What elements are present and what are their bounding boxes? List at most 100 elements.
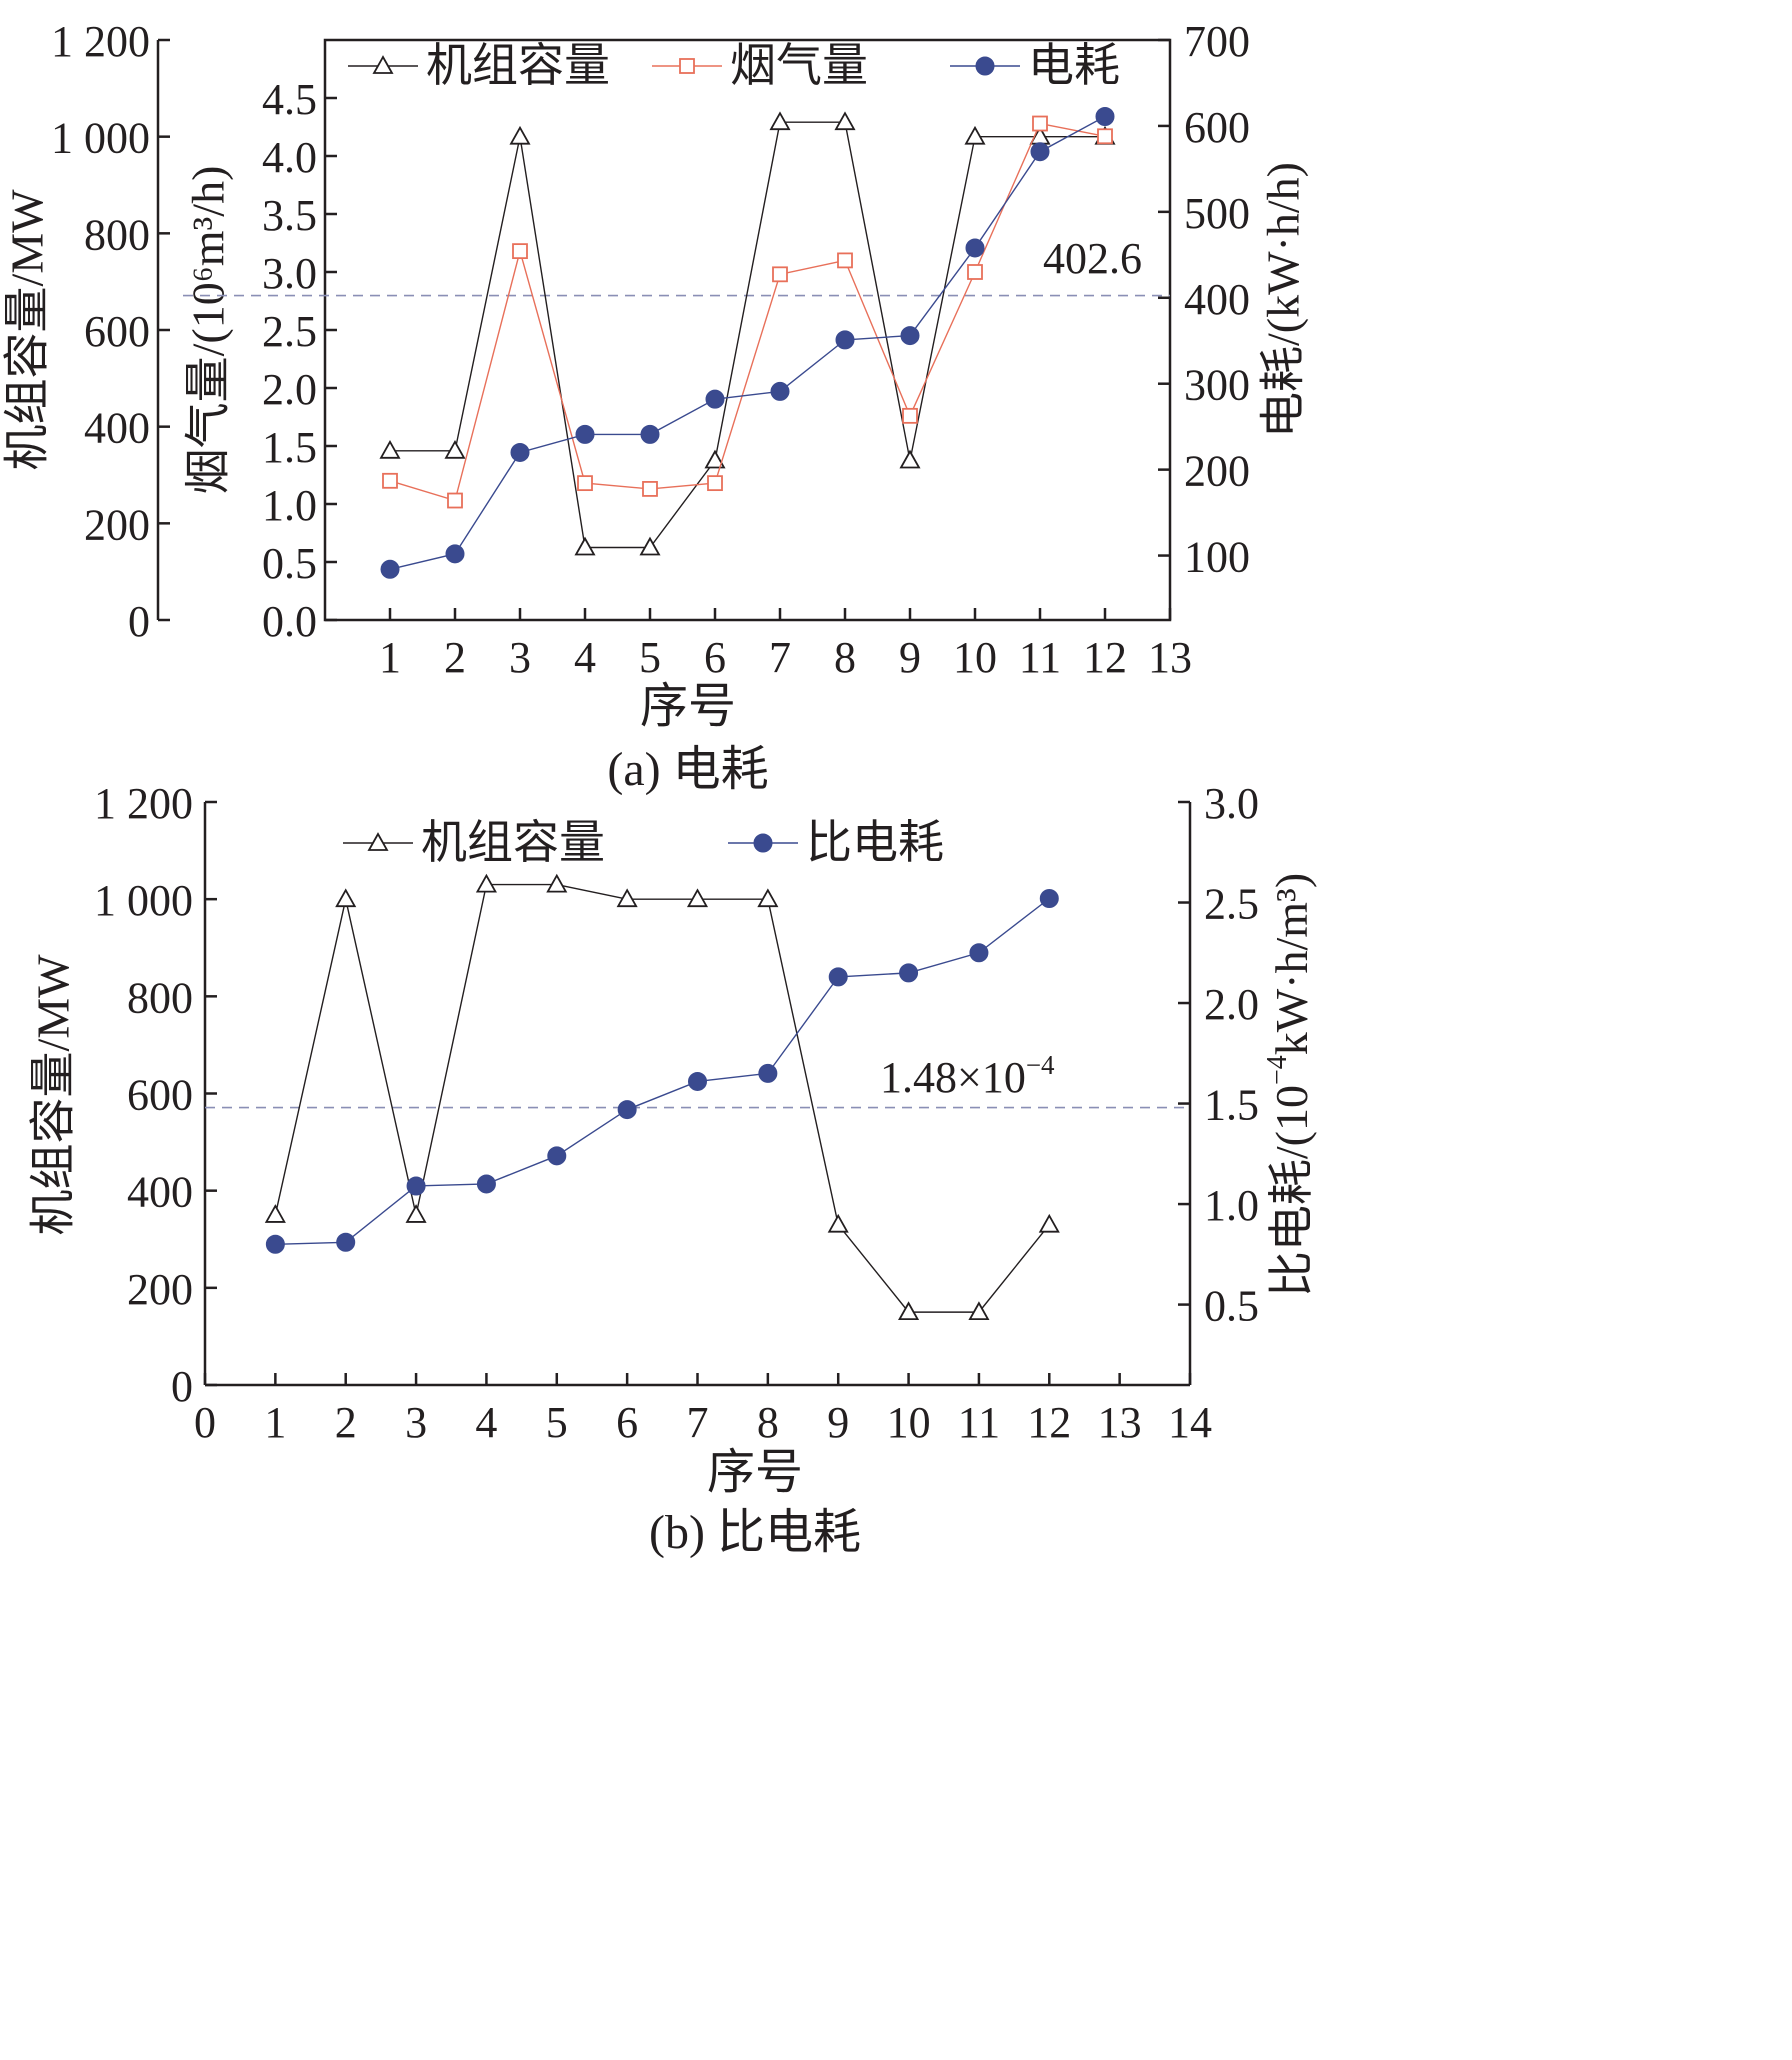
chart-b-x-tick-label-5: 5 (546, 1398, 568, 1447)
chart-a-x-tick-label-3: 4 (574, 633, 596, 682)
chart-b-capacity-tick-label-6: 1 200 (94, 779, 193, 828)
chart-b-series-0-point-4 (475, 873, 497, 893)
chart-a-caption: (a) 电耗 (607, 743, 768, 796)
chart-a-legend-swatch-marker-1 (679, 58, 695, 74)
chart-b-x-tick-label-12: 12 (1027, 1398, 1071, 1447)
chart-a-series-2-point-8 (835, 330, 855, 350)
chart-b-series-0-point-10 (898, 1301, 920, 1321)
chart-b-capacity-axis-title: 机组容量/MW (28, 954, 79, 1236)
chart-a-series-2-point-12 (1095, 106, 1115, 126)
chart-a-legend-swatch-marker-0 (372, 55, 394, 74)
chart-b-legend-label-0: 机组容量 (421, 817, 605, 868)
chart-a-legend-swatch-marker-2 (975, 56, 995, 76)
chart-a-capacity-tick-label-3: 600 (84, 307, 150, 356)
chart-a-series-2-point-6 (705, 389, 725, 409)
chart-b-specific-tick-label-1: 1.0 (1204, 1181, 1259, 1230)
chart-a-capacity-axis-title: 机组容量/MW (2, 189, 53, 471)
chart-b-x-tick-label-0: 0 (194, 1398, 216, 1447)
chart-a-power-tick-label-5: 600 (1184, 103, 1250, 152)
chart-b-series-line-1 (275, 897, 1050, 1245)
chart-b-series-0-point-1 (264, 1204, 286, 1223)
chart-a-capacity-tick-label-0: 0 (128, 597, 150, 646)
chart-b-x-tick-label-4: 4 (475, 1398, 497, 1447)
chart-b-series-0-point-5 (546, 873, 568, 893)
chart-b-x-axis-title: 序号 (707, 1446, 803, 1499)
chart-a-reference-label: 402.6 (1043, 234, 1142, 283)
chart-a-series-0-point-6 (704, 449, 726, 469)
chart-b-legend-label-1: 比电耗 (806, 817, 944, 868)
chart-b-x-tick-label-13: 13 (1098, 1398, 1142, 1447)
chart-a-power-tick-label-1: 200 (1184, 447, 1250, 496)
chart-b-capacity-tick-label-4: 800 (127, 973, 193, 1022)
chart-b-series-1-point-3 (406, 1176, 426, 1196)
chart-a-x-tick-label-12: 13 (1148, 633, 1192, 682)
chart-a-series-1-point-12 (1097, 128, 1113, 145)
chart-b-capacity-tick-label-0: 0 (171, 1362, 193, 1411)
chart-b-legend-swatch-marker-1 (753, 833, 773, 853)
chart-b-x-tick-label-11: 11 (958, 1398, 1000, 1447)
chart-b-series-0-point-12 (1038, 1213, 1060, 1233)
chart-b-x-tick-label-10: 10 (887, 1398, 931, 1447)
chart-b-capacity-tick-label-1: 200 (127, 1265, 193, 1314)
chart-a-flue-tick-label-0: 0.0 (262, 597, 317, 646)
chart-b-series-0-point-9 (827, 1213, 849, 1233)
chart-a-series-1-point-3 (512, 243, 528, 260)
chart-a-power-tick-label-3: 400 (1184, 275, 1250, 324)
chart-b-reference-label-exponent: −4 (1026, 1050, 1055, 1080)
chart-b-specific-tick-label-5: 3.0 (1204, 779, 1259, 828)
chart-a-series-2-point-3 (510, 442, 530, 462)
chart-a-series-1-point-6 (707, 475, 723, 492)
chart-a-series-1-point-9 (902, 407, 918, 424)
chart-a-series-1-point-10 (967, 264, 983, 280)
chart-a-series-1-point-5 (642, 481, 658, 497)
chart-a-flue-tick-label-7: 3.5 (262, 191, 317, 240)
chart-a-series-2-point-7 (770, 381, 790, 401)
chart-b-series-line-0 (274, 883, 1050, 1313)
chart-a-power-axis-title: 电耗/(kW·h/h) (1258, 162, 1309, 438)
chart-a-power-tick-label-2: 300 (1184, 361, 1250, 410)
chart-a-legend-label-2: 电耗 (1028, 40, 1120, 91)
chart-a-x-tick-label-10: 11 (1019, 633, 1061, 682)
chart-a-series-2-point-4 (575, 424, 595, 444)
chart-a-series-0-point-10 (964, 125, 986, 145)
chart-b-x-tick-label-6: 6 (616, 1398, 638, 1447)
chart-a-capacity-tick-label-2: 400 (84, 404, 150, 453)
chart-b-reference-label-base: 1.48×10 (880, 1053, 1026, 1102)
chart-a-x-axis-title: 序号 (640, 680, 736, 733)
chart-b-series-1-point-9 (828, 967, 848, 987)
chart-b-series-1-point-1 (265, 1234, 285, 1254)
chart-b-reference-label: 1.48×10−4 (880, 1050, 1055, 1102)
chart-b-series-1-point-4 (476, 1174, 496, 1194)
chart-a-series-2-point-9 (900, 326, 920, 346)
chart-a-capacity-tick-label-1: 200 (84, 500, 150, 549)
chart-b-specific-axis-title: 比电耗/(10−4kW·h/m³) (1262, 873, 1316, 1297)
chart-a-series-0-point-9 (899, 449, 921, 469)
chart-a-capacity-tick-label-4: 800 (84, 210, 150, 259)
chart-a-x-tick-label-7: 8 (834, 633, 856, 682)
chart-a-series-1-point-8 (837, 252, 853, 269)
chart-b-series-1-point-5 (547, 1146, 567, 1166)
chart-a-series-2-point-10 (965, 238, 985, 258)
chart-a-series-line-2 (389, 115, 1106, 570)
chart-b-series-0-point-6 (616, 888, 638, 908)
chart-a-x-tick-label-4: 5 (639, 633, 661, 682)
chart-a-capacity-tick-label-6: 1 200 (51, 17, 150, 66)
chart-a-flue-tick-label-5: 2.5 (262, 307, 317, 356)
chart-a-series-0-point-8 (834, 111, 856, 131)
chart-a-series-2-point-5 (640, 424, 660, 444)
chart-b-x-tick-label-8: 8 (757, 1398, 779, 1447)
chart-a-flue-tick-label-4: 2.0 (262, 365, 317, 414)
chart-a-capacity-tick-label-5: 1 000 (51, 114, 150, 163)
chart-a-legend-label-0: 机组容量 (426, 40, 610, 91)
chart-a-x-tick-label-5: 6 (704, 633, 726, 682)
chart-a-flue-tick-label-3: 1.5 (262, 423, 317, 472)
chart-b-series-0-point-8 (757, 888, 779, 908)
chart-a-series-1-point-11 (1032, 115, 1048, 132)
chart-b-specific-tick-label-0: 0.5 (1204, 1282, 1259, 1331)
chart-b-capacity-tick-label-5: 1 000 (94, 876, 193, 925)
chart-b-x-tick-label-1: 1 (264, 1398, 286, 1447)
chart-b-series-1-point-6 (617, 1100, 637, 1120)
chart-b-caption: (b) 比电耗 (649, 1506, 861, 1559)
chart-b-series-1-point-11 (969, 943, 989, 963)
